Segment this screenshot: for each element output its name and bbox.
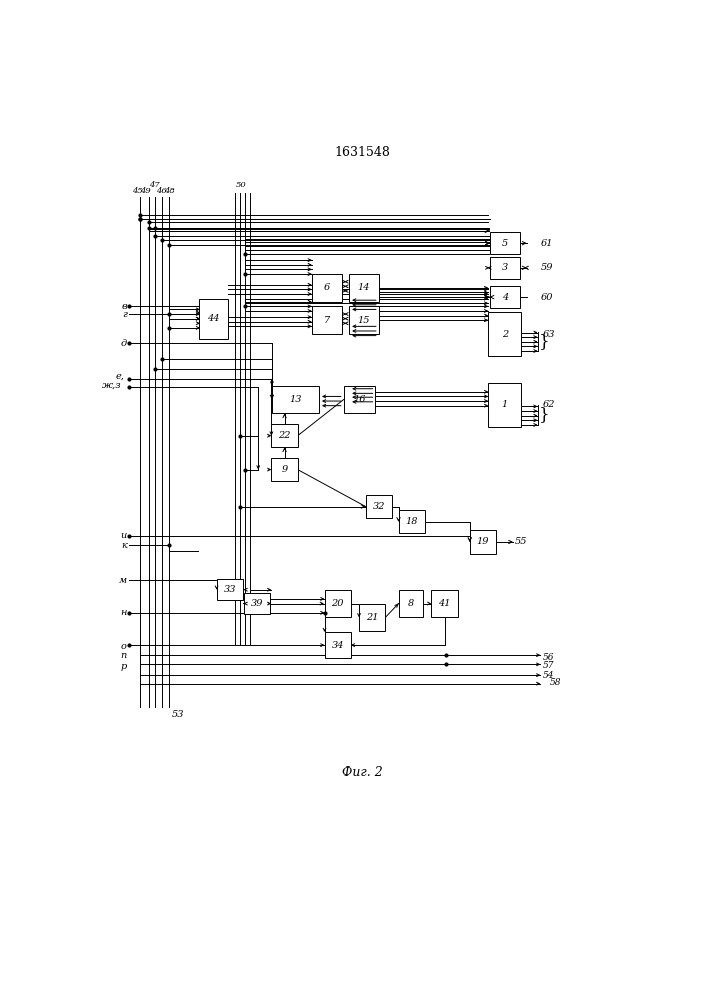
Text: ж,з: ж,з xyxy=(102,380,122,389)
Text: 55: 55 xyxy=(515,537,527,546)
Text: 5: 5 xyxy=(502,239,508,248)
Bar xyxy=(272,386,319,413)
Text: 48: 48 xyxy=(163,187,175,195)
Text: Фиг. 2: Фиг. 2 xyxy=(342,766,382,779)
Text: 47: 47 xyxy=(148,181,160,189)
Text: 41: 41 xyxy=(438,599,451,608)
Text: 19: 19 xyxy=(477,537,489,546)
Text: 57: 57 xyxy=(543,661,555,670)
Text: 1: 1 xyxy=(502,400,508,409)
Text: 2: 2 xyxy=(502,330,508,339)
Bar xyxy=(366,495,392,518)
Text: 45: 45 xyxy=(132,187,143,195)
Text: о: о xyxy=(121,642,127,651)
Text: 58: 58 xyxy=(550,678,562,687)
Bar xyxy=(431,590,457,617)
Bar xyxy=(199,299,228,339)
Text: 54: 54 xyxy=(543,671,555,680)
Text: 62: 62 xyxy=(543,400,556,409)
Bar xyxy=(490,286,520,308)
Text: 22: 22 xyxy=(279,431,291,440)
Text: 33: 33 xyxy=(223,585,236,594)
Text: 59: 59 xyxy=(540,263,553,272)
Text: 20: 20 xyxy=(332,599,344,608)
Bar xyxy=(325,590,351,617)
Text: 63: 63 xyxy=(543,330,556,339)
Text: г: г xyxy=(122,310,127,319)
Text: 39: 39 xyxy=(251,599,264,608)
Text: 56: 56 xyxy=(543,653,555,662)
Bar xyxy=(271,458,298,481)
Text: 34: 34 xyxy=(332,641,344,650)
Text: 1631548: 1631548 xyxy=(334,146,390,159)
Text: 61: 61 xyxy=(540,239,553,248)
Bar xyxy=(325,632,351,658)
Bar xyxy=(312,306,341,334)
Text: 32: 32 xyxy=(373,502,385,511)
Text: 46: 46 xyxy=(156,187,167,195)
Text: е,: е, xyxy=(115,372,124,381)
Text: 6: 6 xyxy=(324,283,330,292)
Bar xyxy=(216,579,243,600)
Text: 18: 18 xyxy=(405,517,418,526)
Text: 7: 7 xyxy=(324,316,330,325)
Bar xyxy=(244,593,270,614)
Bar xyxy=(349,274,379,302)
Bar xyxy=(490,257,520,279)
Bar xyxy=(312,274,341,302)
Text: 49: 49 xyxy=(140,187,151,195)
Bar xyxy=(359,604,385,631)
Text: и: и xyxy=(120,531,127,540)
Text: 53: 53 xyxy=(172,710,185,719)
Text: 4: 4 xyxy=(502,293,508,302)
Text: к: к xyxy=(121,541,127,550)
Text: д: д xyxy=(121,339,127,348)
Text: }: } xyxy=(539,333,549,350)
Bar xyxy=(399,510,425,533)
Text: 9: 9 xyxy=(281,465,288,474)
Text: 3: 3 xyxy=(502,263,508,272)
Bar xyxy=(349,306,379,334)
Bar xyxy=(271,424,298,447)
Bar xyxy=(344,386,375,413)
Text: 15: 15 xyxy=(358,316,370,325)
Text: 44: 44 xyxy=(207,314,220,323)
Bar xyxy=(489,312,521,356)
Text: }: } xyxy=(539,406,549,423)
Text: 60: 60 xyxy=(540,293,553,302)
Text: н: н xyxy=(120,608,127,617)
Text: в: в xyxy=(121,302,127,311)
Text: п: п xyxy=(120,651,127,660)
Bar xyxy=(489,383,521,427)
Bar xyxy=(399,590,423,617)
Bar xyxy=(490,232,520,254)
Text: 50: 50 xyxy=(235,181,246,189)
Bar xyxy=(469,530,496,554)
Text: м: м xyxy=(119,576,127,585)
Text: 8: 8 xyxy=(407,599,414,608)
Text: 14: 14 xyxy=(358,283,370,292)
Text: 16: 16 xyxy=(354,395,366,404)
Text: 13: 13 xyxy=(289,395,302,404)
Text: р: р xyxy=(120,662,127,671)
Text: 21: 21 xyxy=(366,613,378,622)
